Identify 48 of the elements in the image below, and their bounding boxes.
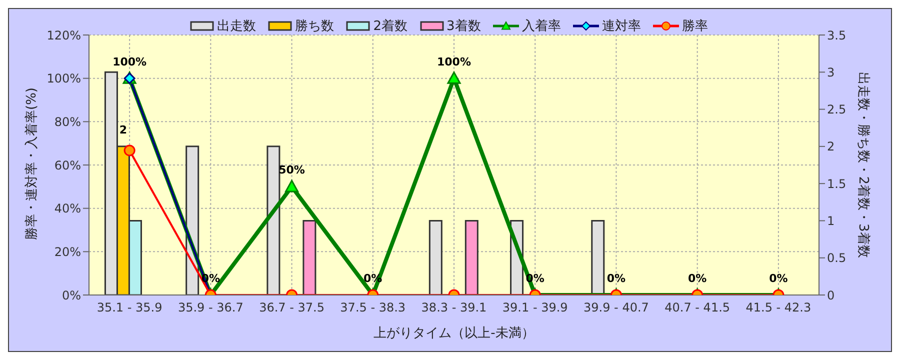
y2-tick-label: 3 (827, 65, 835, 80)
y-tick-label: 120% (46, 28, 81, 42)
y2-axis-title: 出走数・勝ち数・2着数・3着数 (856, 72, 872, 258)
legend-label: 勝率 (682, 18, 708, 35)
y-tick-label: 100% (46, 72, 81, 86)
legend-label: 出走数 (217, 18, 256, 35)
data-label: 100% (112, 55, 147, 68)
y2-tick-label: 3.5 (827, 28, 846, 42)
x-tick-label: 35.9 - 36.7 (178, 300, 244, 315)
y-tick-label: 0% (62, 288, 81, 302)
y-axis-title: 勝率・連対率・入着率(%) (24, 88, 40, 240)
bar (591, 220, 605, 295)
y-tick-label: 20% (54, 244, 81, 259)
legend-label: 2着数 (373, 18, 408, 35)
y-tick-label: 40% (54, 202, 81, 216)
legend-label: 3着数 (446, 18, 481, 35)
legend-label: 連対率 (602, 18, 641, 35)
y2-tick-label: 0 (827, 288, 835, 302)
x-tick-label: 35.1 - 35.9 (96, 300, 162, 315)
data-label: 0% (769, 272, 788, 285)
data-label: 0% (606, 272, 626, 285)
point (285, 180, 299, 192)
legend-label: 入着率 (522, 18, 561, 35)
y-tick-label: 80% (54, 114, 81, 129)
legend-label: 勝ち数 (295, 18, 334, 35)
x-tick-label: 37.5 - 38.3 (340, 300, 406, 315)
point (447, 72, 461, 84)
y2-tick-label: 1 (827, 214, 835, 228)
x-tick-label: 38.3 - 39.1 (421, 300, 487, 315)
y2-tick-label: 2.5 (827, 102, 846, 117)
y2-tick-label: 1.5 (827, 176, 846, 191)
x-tick-label: 40.7 - 41.5 (664, 300, 730, 315)
x-axis-title: 上がりタイム（以上-未満） (374, 326, 534, 341)
data-label: 100% (437, 55, 471, 68)
bar (266, 146, 280, 295)
point (124, 144, 136, 156)
y2-tick-label: 2 (827, 140, 835, 154)
data-label: 2 (119, 123, 128, 136)
bar (464, 220, 478, 295)
y2-tick-label: 0.5 (827, 251, 846, 266)
x-tick-label: 39.9 - 40.7 (584, 300, 649, 315)
x-tick-label: 41.5 - 42.3 (746, 300, 812, 315)
bar (302, 220, 316, 295)
bar (428, 220, 442, 295)
x-tick-label: 39.1 - 39.9 (502, 300, 568, 315)
data-label: 0% (688, 272, 707, 285)
y-tick-label: 60% (54, 158, 81, 172)
x-tick-label: 36.7 - 37.5 (259, 300, 324, 315)
